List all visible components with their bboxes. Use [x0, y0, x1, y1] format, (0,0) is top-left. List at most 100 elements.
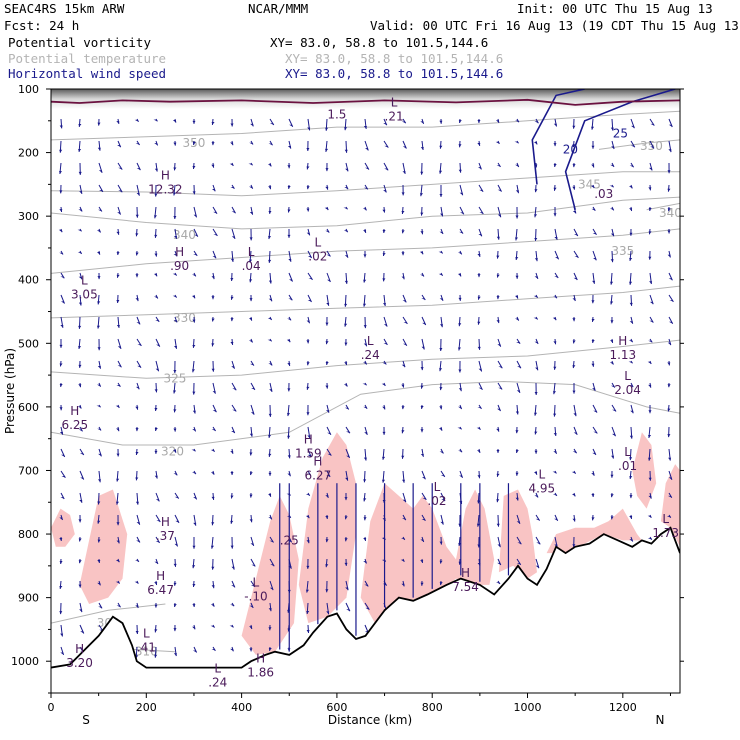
wind-vector-head	[611, 146, 615, 149]
wind-vector-head	[212, 410, 217, 413]
wind-vector-head	[668, 124, 673, 127]
wind-vector-head	[420, 147, 424, 150]
wind-vector-head	[77, 252, 82, 254]
wind-vector-head	[174, 236, 177, 239]
wind-vector-head	[193, 522, 197, 526]
wind-vector-head	[382, 209, 386, 213]
wind-vector-head	[382, 479, 385, 483]
wind-vector-head	[515, 430, 519, 434]
wind-vector-head	[382, 362, 387, 365]
wind-vector-head	[649, 301, 654, 305]
wind-vector-head	[344, 497, 348, 501]
wind-vector-head	[231, 366, 235, 369]
wind-vector-head	[251, 564, 256, 567]
wind-vector-head	[175, 520, 179, 523]
wind-vector-head	[289, 279, 293, 282]
wind-vector-head	[59, 363, 63, 367]
wind-vector-head	[211, 276, 215, 280]
wind-vector-head	[306, 630, 310, 633]
wind-vector-head	[649, 281, 653, 284]
wind-vector-head	[458, 297, 462, 301]
wind-vector-head	[174, 496, 179, 499]
wind-vector-head	[344, 280, 348, 284]
extremum-value: 4.95	[528, 481, 555, 495]
wind-vector-head	[230, 648, 234, 652]
wind-vector-head	[97, 276, 101, 280]
wind-vector-head	[268, 236, 272, 240]
wind-vector-head	[346, 609, 350, 612]
wind-vector-head	[649, 167, 653, 171]
wind-vector-head	[211, 566, 215, 570]
wind-vector-head	[327, 279, 331, 282]
wind-vector-head	[496, 582, 500, 584]
wind-vector-head	[77, 229, 82, 232]
wind-vector-head	[402, 479, 405, 483]
axes-layer: 100 200 300 400 500 600 700 800 900 1000 0 200 400 60…	[11, 83, 684, 714]
wind-vector-head	[534, 276, 538, 279]
wind-speed-contour-25	[564, 89, 676, 210]
extremum-kind-high: H	[256, 652, 265, 666]
wind-vector-head	[173, 390, 177, 394]
wind-vector-head	[648, 384, 652, 388]
wind-vector-head	[420, 582, 424, 586]
extremum-value: .04	[242, 259, 261, 273]
wind-vector-head	[630, 145, 635, 148]
wind-vector-head	[572, 186, 576, 190]
wind-vector-head	[194, 234, 198, 237]
wind-vector-head	[154, 582, 158, 585]
y-tick-label: 800	[18, 528, 39, 541]
init-time: Init: 00 UTC Thu 15 Aug 13	[517, 1, 713, 16]
wind-vector-head	[441, 499, 445, 502]
x-end-label-north: N	[656, 713, 665, 727]
wind-vector-head	[363, 498, 367, 502]
wind-vector-head	[400, 538, 405, 540]
wind-vector-head	[173, 450, 176, 453]
wind-vector-head	[154, 629, 158, 633]
wind-vector-head	[403, 322, 408, 324]
wind-vector-head	[211, 496, 215, 500]
wind-vector-head	[479, 189, 484, 192]
wind-vector-head	[326, 611, 330, 615]
wind-vector-head	[402, 499, 406, 503]
wind-vector-head	[97, 325, 100, 329]
wind-vector-head	[211, 368, 215, 372]
wind-vector-head	[325, 322, 329, 326]
wind-speed-contour-20	[531, 89, 585, 185]
extremum-value: .02	[308, 249, 327, 263]
wind-vector-head	[80, 477, 84, 480]
extremum-kind-low: L	[143, 626, 150, 640]
wind-vector-head	[362, 383, 367, 386]
wind-vector-head	[647, 538, 652, 540]
wind-vector-head	[59, 344, 63, 348]
wind-vector-head	[496, 320, 500, 324]
wind-vector-head	[591, 164, 595, 168]
wind-vector-head	[307, 300, 312, 302]
wind-vector-head	[287, 234, 291, 238]
x-tick-label: 800	[422, 701, 443, 714]
wind-vector-head	[79, 609, 83, 613]
wind-vector-head	[154, 561, 158, 564]
wind-vector-head	[553, 213, 557, 217]
wind-vector-head	[249, 605, 254, 608]
wind-vector-head	[118, 190, 123, 193]
wind-vector-head	[343, 230, 348, 233]
wind-vector-head	[344, 407, 349, 410]
theta-contour-label: 350	[640, 139, 663, 153]
wind-vector-head	[668, 457, 672, 461]
extremum-value: 12.32	[148, 183, 182, 197]
wind-vector-head	[553, 164, 557, 167]
wind-vector-head	[383, 123, 387, 126]
wind-vector-head	[440, 521, 444, 525]
wind-vector-head	[325, 495, 329, 498]
wind-vector-head	[572, 544, 576, 548]
terrain-line	[51, 526, 680, 669]
wind-vector-head	[229, 625, 234, 628]
wind-vector-head	[173, 428, 177, 432]
wind-vector-head	[517, 542, 522, 545]
y-tick-label: 1000	[11, 655, 39, 668]
wind-vector-head	[498, 366, 503, 369]
wind-vector-head	[268, 363, 273, 366]
wind-vector-head	[154, 234, 158, 238]
wind-vector-head	[211, 296, 215, 300]
x-tick-label: 600	[326, 701, 347, 714]
